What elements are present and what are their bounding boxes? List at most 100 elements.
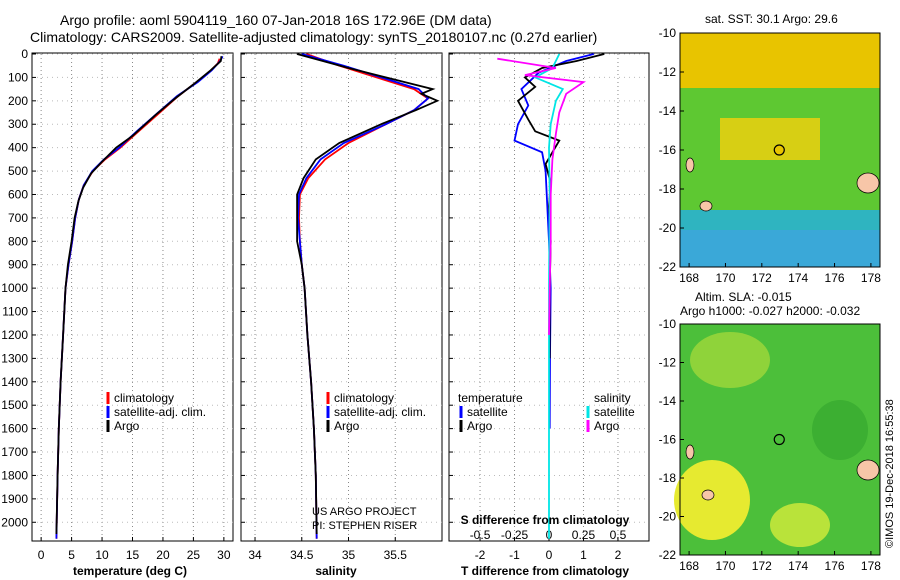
legend-label-s-satellite: satellite [594, 405, 635, 419]
x-tick-label: 20 [156, 548, 170, 562]
map-lat-tick-label: -14 [659, 394, 677, 408]
legend-label-climatology: climatology [334, 391, 394, 405]
depth-tick-label: 1200 [1, 328, 28, 342]
credit-pi: PI: STEPHEN RISER [312, 520, 417, 532]
salinity-legend: climatology satellite-adj. clim. Argo [326, 391, 426, 433]
x-tick-label: 34 [248, 548, 262, 562]
depth-tick-label: 1500 [1, 398, 28, 412]
x2-tick-label: -0.25 [501, 528, 529, 542]
x-tick-label: 34.5 [290, 548, 314, 562]
sla-map [674, 323, 881, 556]
map-lon-tick-label: 174 [788, 559, 808, 573]
legend-label-satellite: satellite-adj. clim. [114, 405, 206, 419]
map-lat-tick-label: -16 [659, 433, 677, 447]
sst-warm-band [680, 33, 880, 88]
legend-label-t-satellite: satellite [467, 405, 508, 419]
x-axes: 0 5 10 15 20 25 30 34 34.5 35 35.5 -2 -1 0 1 2 -0.5 -0.25… [38, 528, 627, 562]
sst-map [679, 32, 881, 268]
sst-warm-patch [720, 118, 820, 160]
difference-legend: temperature satellite Argo salinity sate… [458, 391, 635, 433]
depth-tick-label: 1800 [1, 468, 28, 482]
timestamp-stamp: ©IMOS 19-Dec-2018 16:55:38 [884, 399, 896, 548]
map-lon-tick-label: 176 [825, 271, 845, 285]
depth-tick-label: 1000 [1, 281, 28, 295]
sla-map-subtitle: Argo h1000: -0.027 h2000: -0.032 [680, 304, 860, 318]
legend-label-argo: Argo [334, 419, 360, 433]
sla-island-northwest [685, 444, 695, 460]
depth-tick-label: 1100 [2, 305, 28, 319]
map-lat-tick-label: -18 [659, 471, 677, 485]
map-lat-tick-label: -10 [659, 317, 677, 331]
series-line [516, 53, 605, 359]
map-lon-tick-label: 178 [861, 271, 881, 285]
map-lon-tick-label: 172 [752, 271, 772, 285]
figure-title-line1: Argo profile: aoml 5904119_160 07-Jan-20… [60, 12, 492, 28]
x-tick-label: 15 [126, 548, 140, 562]
series-line [298, 53, 430, 539]
profile-lines [55, 53, 605, 539]
map-lon-tick-label: 174 [788, 271, 808, 285]
map-lon-tick-label: 170 [715, 271, 735, 285]
x2-tick-label: 0.25 [572, 528, 596, 542]
map-lat-tick-label: -20 [659, 221, 677, 235]
depth-tick-label: 400 [8, 141, 28, 155]
legend-head-temperature: temperature [458, 391, 523, 405]
depth-tick-label: 600 [8, 187, 28, 201]
salinity-axis-label: salinity [315, 564, 357, 578]
sla-patch-north [690, 332, 770, 388]
depth-tick-label: 700 [8, 211, 28, 225]
legend-label-climatology: climatology [114, 391, 174, 405]
sla-patch-southwest [674, 460, 750, 540]
map-lon-tick-label: 168 [679, 559, 699, 573]
map-lon-tick-label: 176 [825, 559, 845, 573]
legend-label-argo: Argo [114, 419, 140, 433]
legend-label-t-argo: Argo [467, 419, 493, 433]
legend-label-s-argo: Argo [594, 419, 620, 433]
x-tick-label: -1 [509, 548, 520, 562]
credit-project: US ARGO PROJECT [312, 506, 417, 518]
sla-island-west [701, 489, 715, 501]
temperature-axis-label: temperature (deg C) [73, 564, 187, 578]
series-line [55, 56, 223, 535]
depth-tick-label: 200 [8, 94, 28, 108]
map-lon-tick-label: 170 [715, 559, 735, 573]
sst-cool-band-deep [680, 230, 880, 267]
x-tick-label: 2 [615, 548, 622, 562]
map-lon-tick-label: 168 [679, 271, 699, 285]
legend-head-salinity: salinity [594, 391, 631, 405]
x-tick-label: 0 [546, 548, 553, 562]
t-difference-axis-label: T difference from climatology [461, 564, 629, 578]
sst-map-title: sat. SST: 30.1 Argo: 29.6 [705, 12, 838, 26]
series-line [533, 53, 565, 539]
x2-tick-label: 0.5 [610, 528, 627, 542]
depth-tick-label: 1300 [1, 351, 28, 365]
sst-island-east [856, 172, 880, 194]
depth-tick-label: 800 [8, 234, 28, 248]
x-tick-label: 0 [38, 548, 45, 562]
x-tick-label: 35 [342, 548, 356, 562]
x-tick-label: 25 [187, 548, 201, 562]
depth-tick-label: 2000 [1, 515, 28, 529]
sla-map-title: Altim. SLA: -0.015 [695, 290, 792, 304]
depth-axis: 0 100 200 300 400 500 600 700 800 900 1000 1100 1200… [1, 47, 453, 529]
x-tick-label: 5 [68, 548, 75, 562]
map-lat-tick-label: -16 [659, 143, 677, 157]
sla-patch-south [770, 503, 830, 547]
map-lat-tick-label: -22 [659, 548, 677, 562]
sst-island-northwest [685, 157, 695, 173]
depth-tick-label: 300 [8, 117, 28, 131]
x-tick-label: 30 [217, 548, 231, 562]
map-lat-tick-label: -20 [659, 510, 677, 524]
temperature-legend: climatology satellite-adj. clim. Argo [106, 391, 206, 433]
series-line [297, 53, 430, 539]
map-lat-tick-label: -18 [659, 182, 677, 196]
series-line [296, 53, 440, 535]
depth-tick-label: 900 [8, 258, 28, 272]
depth-tick-label: 1400 [1, 375, 28, 389]
sla-argo-marker [773, 433, 785, 446]
map-lon-tick-label: 178 [861, 559, 881, 573]
s-difference-axis-label: S difference from climatology [461, 513, 630, 527]
figure-title-line2: Climatology: CARS2009. Satellite-adjuste… [30, 29, 597, 45]
legend-label-satellite: satellite-adj. clim. [334, 405, 426, 419]
depth-tick-label: 1700 [1, 445, 28, 459]
